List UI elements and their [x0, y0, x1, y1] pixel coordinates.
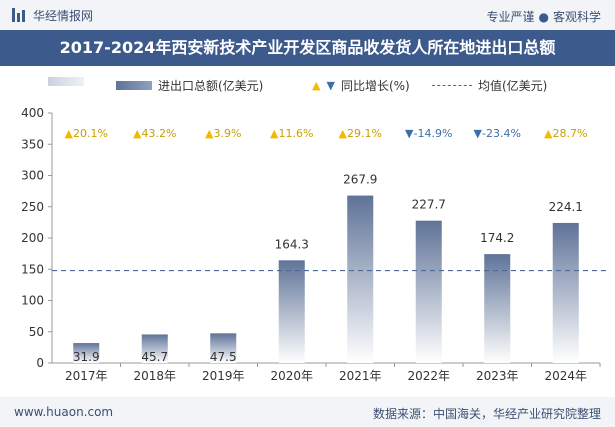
growth-value: -23.4% — [482, 127, 521, 140]
bar-value-label: 267.9 — [343, 173, 377, 187]
x-tick-label: 2020年 — [270, 369, 313, 383]
legend-bar-label: 进出口总额(亿美元) — [158, 79, 264, 93]
growth-value: 20.1% — [73, 127, 108, 140]
legend-item-growth: ▲ ▼ 同比增长(%) — [312, 77, 410, 94]
legend-empty-swatch — [48, 77, 84, 86]
logo-icon — [12, 8, 25, 22]
legend-item-placeholder — [48, 77, 84, 86]
x-tick-label: 2019年 — [202, 369, 245, 383]
triangle-up-icon: ▲ — [133, 127, 142, 140]
bar — [278, 260, 305, 363]
y-tick-label: 250 — [21, 200, 44, 214]
triangle-down-icon: ▼ — [326, 79, 335, 92]
growth-value: 28.7% — [553, 127, 588, 140]
tagline: 专业严谨 ● 客观科学 — [486, 8, 601, 25]
triangle-down-icon: ▼ — [474, 127, 483, 140]
growth-value: 3.9% — [214, 127, 242, 140]
bar-value-label: 164.3 — [275, 237, 309, 251]
growth-label-down: ▼-14.9% — [405, 127, 452, 140]
triangle-up-icon: ▲ — [205, 127, 214, 140]
brand: 华经情报网 — [12, 7, 93, 23]
growth-value: -14.9% — [414, 127, 453, 140]
growth-value: 11.6% — [279, 127, 314, 140]
bar-value-label: 31.9 — [73, 350, 100, 364]
bar-value-label: 224.1 — [549, 200, 583, 214]
legend-growth-label: 同比增长(%) — [340, 79, 410, 93]
legend-item-bar: 进出口总额(亿美元) — [116, 77, 263, 94]
growth-value: 29.1% — [347, 127, 382, 140]
tagline-right: 客观科学 — [552, 10, 601, 24]
chart-title: 2017-2024年西安新技术产业开发区商品收发货人所在地进出口总额 — [0, 30, 615, 66]
growth-label-up: ▲43.2% — [133, 127, 176, 140]
bar — [415, 220, 442, 363]
growth-label-up: ▲20.1% — [65, 127, 108, 140]
y-tick-label: 150 — [21, 262, 44, 276]
triangle-up-icon: ▲ — [544, 127, 553, 140]
bar-value-label: 47.5 — [210, 350, 237, 364]
top-banner: 华经情报网 专业严谨 ● 客观科学 — [0, 0, 615, 30]
triangle-up-icon: ▲ — [65, 127, 74, 140]
x-tick-label: 2021年 — [339, 369, 382, 383]
growth-label-down: ▼-23.4% — [474, 127, 521, 140]
bar — [141, 334, 168, 363]
bullet-icon: ● — [538, 10, 549, 24]
footer: www.huaon.com 数据来源：中国海关，华经产业研究院整理 — [0, 397, 615, 427]
legend-item-mean: 均值(亿美元) — [432, 77, 547, 94]
tagline-left: 专业严谨 — [486, 10, 535, 24]
bar-value-label: 174.2 — [480, 231, 514, 245]
bar — [73, 343, 100, 363]
triangle-up-icon: ▲ — [270, 127, 279, 140]
growth-label-up: ▲28.7% — [544, 127, 587, 140]
triangle-up-icon: ▲ — [339, 127, 348, 140]
growth-label-up: ▲3.9% — [205, 127, 241, 140]
x-tick-label: 2024年 — [544, 369, 587, 383]
triangle-down-icon: ▼ — [405, 127, 414, 140]
y-tick-label: 0 — [36, 356, 44, 370]
legend-mean-label: 均值(亿美元) — [478, 79, 548, 93]
y-tick-label: 50 — [29, 325, 44, 339]
chart-legend: 进出口总额(亿美元) ▲ ▼ 同比增长(%) 均值(亿美元) — [0, 74, 615, 96]
footer-site: www.huaon.com — [14, 405, 114, 419]
bar-value-label: 45.7 — [141, 350, 168, 364]
growth-label-up: ▲11.6% — [270, 127, 313, 140]
y-tick-label: 350 — [21, 137, 44, 151]
triangle-up-icon: ▲ — [312, 79, 321, 92]
growth-value: 43.2% — [142, 127, 177, 140]
footer-source: 数据来源：中国海关，华经产业研究院整理 — [372, 407, 601, 421]
x-tick-label: 2017年 — [65, 369, 108, 383]
legend-dash-swatch — [432, 85, 472, 86]
y-tick-label: 300 — [21, 169, 44, 183]
bar — [210, 333, 237, 363]
brand-name: 华经情报网 — [33, 8, 94, 23]
bar — [552, 222, 579, 363]
y-tick-label: 100 — [21, 294, 44, 308]
bar-chart: 0 50 100 150 200 250 300 350 400 31.9 45.7 47.5 164… — [21, 106, 608, 383]
bar — [484, 254, 511, 363]
x-tick-label: 2018年 — [133, 369, 176, 383]
legend-bar-swatch — [116, 81, 152, 90]
y-tick-label: 400 — [21, 106, 44, 120]
x-tick-label: 2022年 — [407, 369, 450, 383]
bar — [347, 195, 374, 363]
growth-label-up: ▲29.1% — [339, 127, 382, 140]
x-tick-label: 2023年 — [476, 369, 519, 383]
y-tick-label: 200 — [21, 231, 44, 245]
bar-value-label: 227.7 — [412, 198, 446, 212]
